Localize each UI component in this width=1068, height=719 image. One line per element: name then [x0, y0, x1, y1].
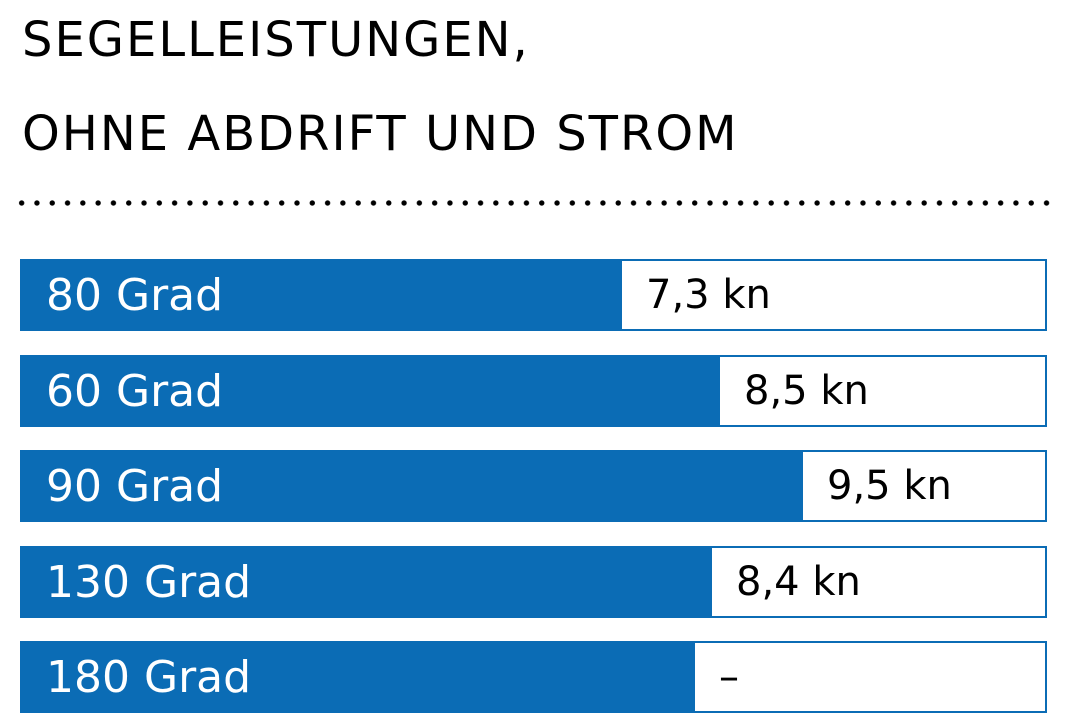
bar-category-label: 130 Grad: [46, 556, 252, 608]
bar-category-label: 60 Grad: [46, 365, 224, 417]
bar: [22, 261, 622, 329]
dotted-divider: [14, 197, 1056, 209]
bar-value-label: 8,5 kn: [744, 368, 869, 414]
bar-value-label: –: [719, 654, 739, 700]
bar-row: 130 Grad 8,4 kn: [20, 546, 1047, 618]
bar-row: 180 Grad –: [20, 641, 1047, 713]
bar-chart: 80 Grad 7,3 kn 60 Grad 8,5 kn 90 Grad 9,…: [20, 259, 1047, 719]
chart-title-line-1: SEGELLEISTUNGEN,: [22, 12, 530, 68]
bar-row: 80 Grad 7,3 kn: [20, 259, 1047, 331]
bar: [22, 357, 720, 425]
chart-title-line-2: OHNE ABDRIFT UND STROM: [22, 106, 739, 162]
bar: [22, 452, 803, 520]
bar-category-label: 90 Grad: [46, 460, 224, 512]
bar-value-label: 8,4 kn: [736, 559, 861, 605]
bar: [22, 643, 695, 711]
bar-row: 90 Grad 9,5 kn: [20, 450, 1047, 522]
bar: [22, 548, 712, 616]
bar-category-label: 80 Grad: [46, 269, 224, 321]
bar-value-label: 7,3 kn: [646, 272, 771, 318]
bar-row: 60 Grad 8,5 kn: [20, 355, 1047, 427]
bar-category-label: 180 Grad: [46, 651, 252, 703]
bar-value-label: 9,5 kn: [827, 463, 952, 509]
